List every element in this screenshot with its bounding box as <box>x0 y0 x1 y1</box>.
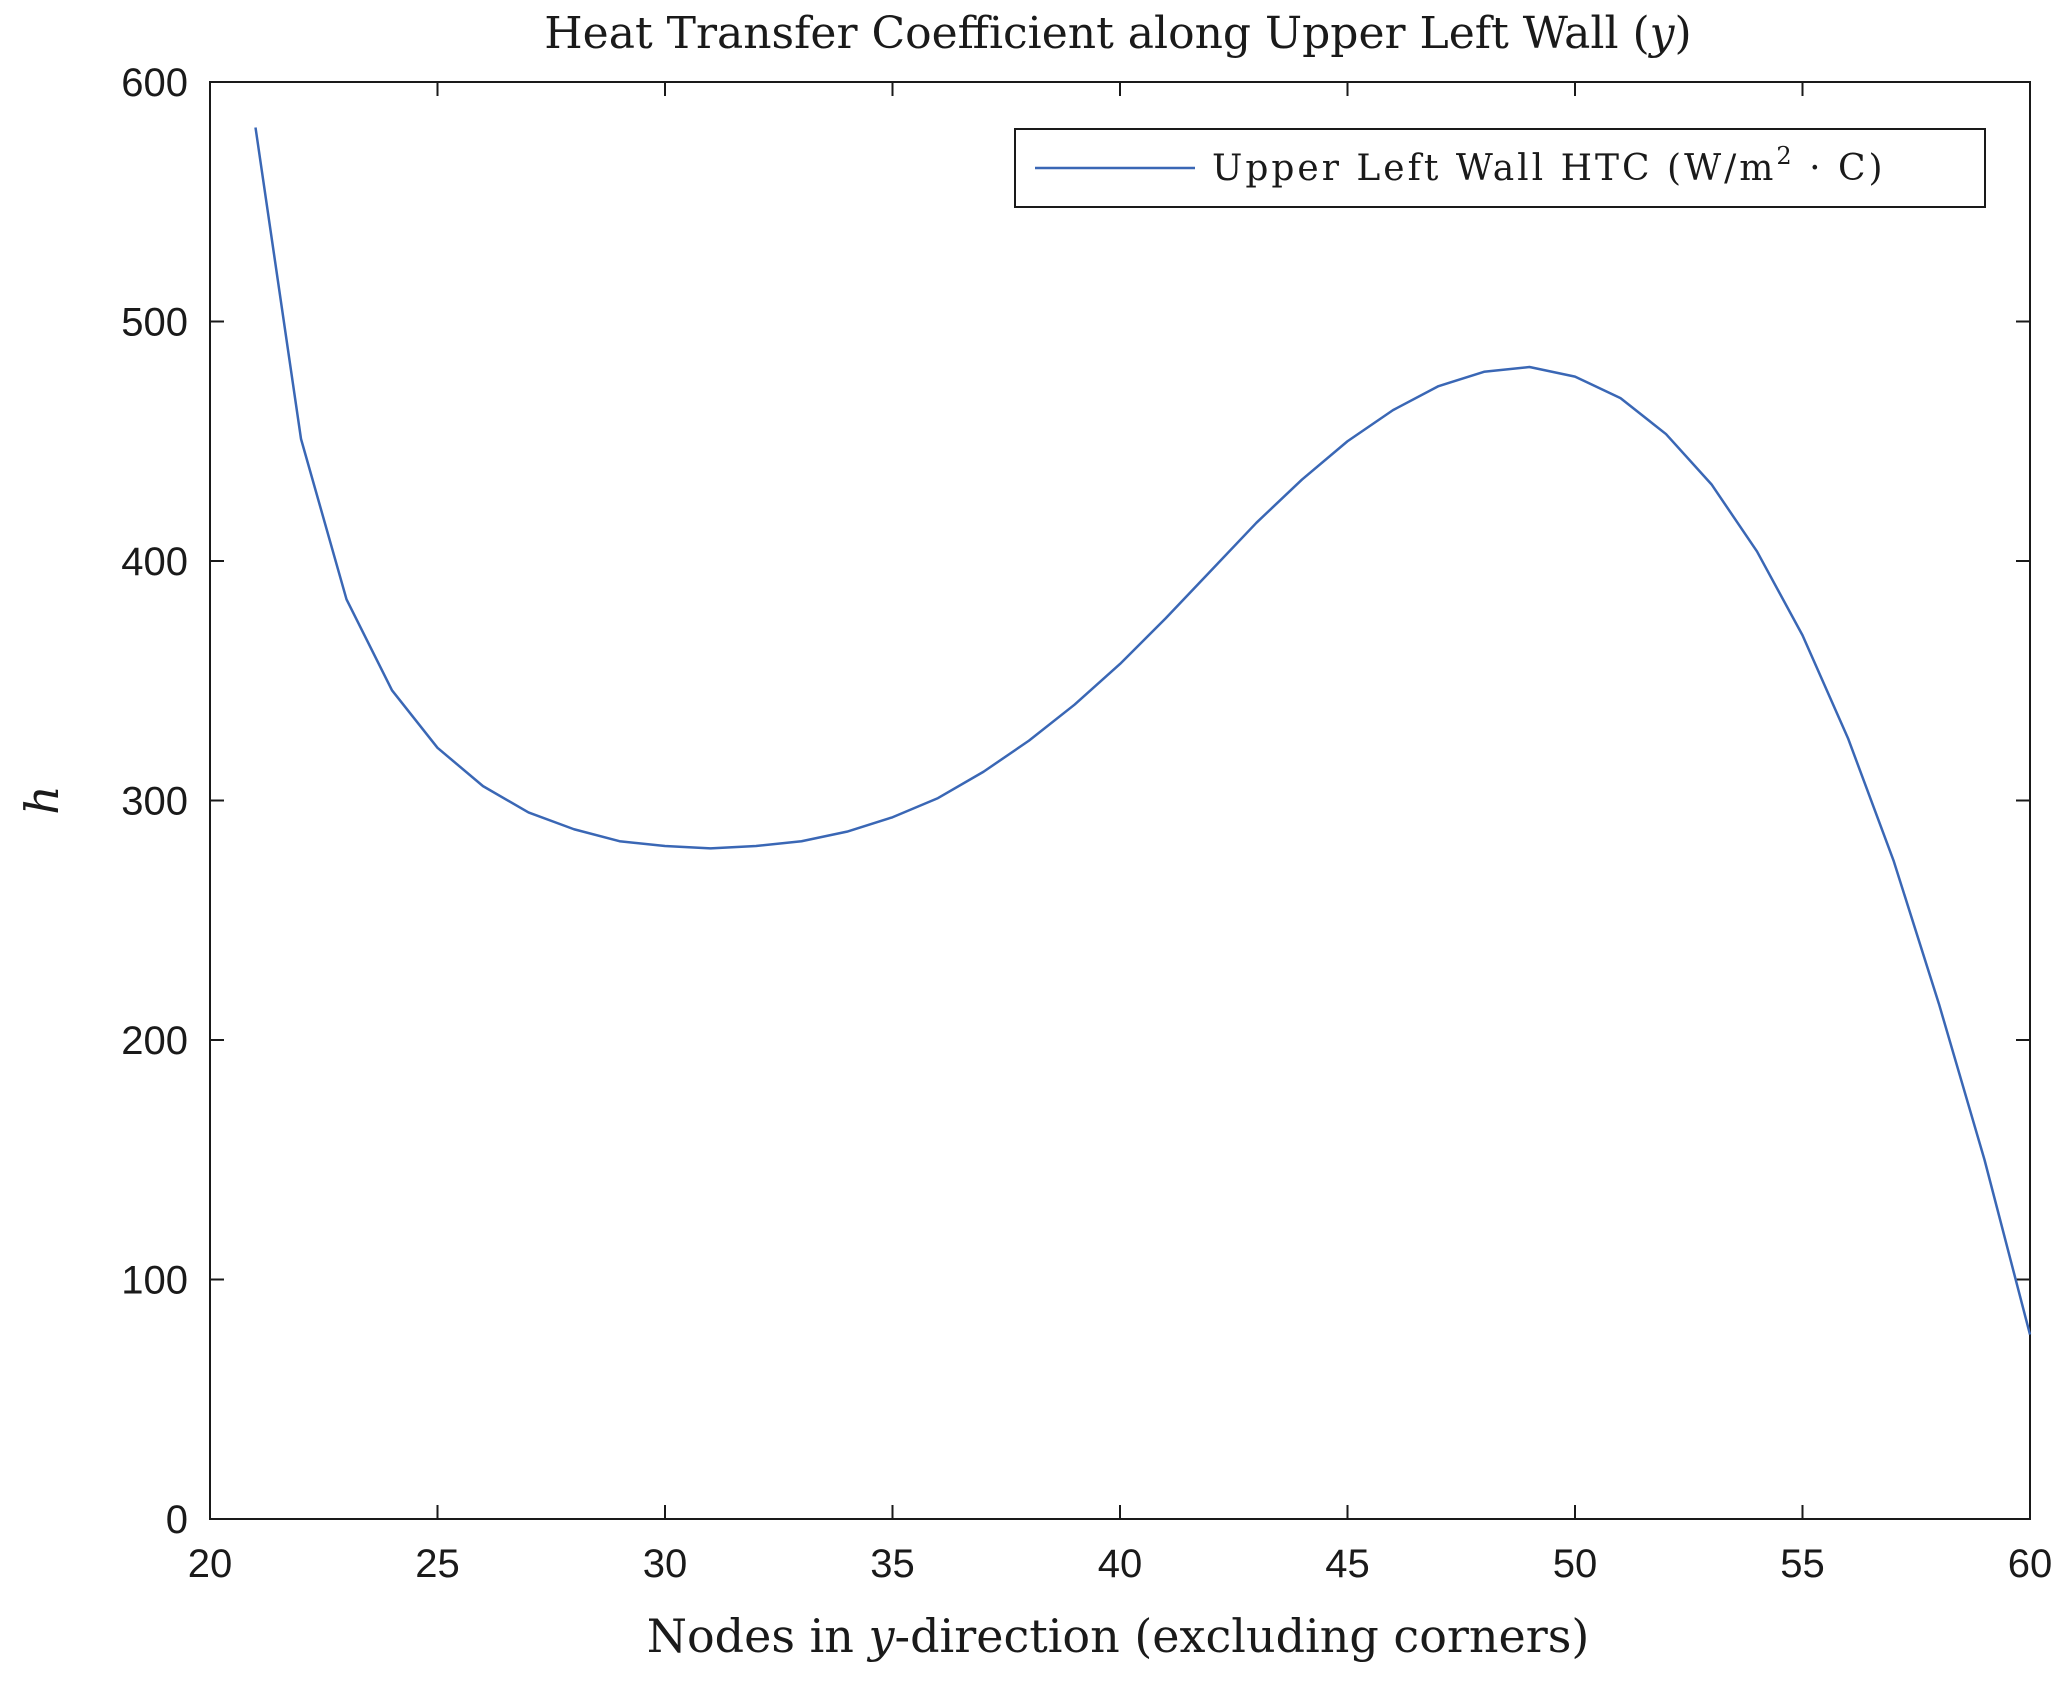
legend-label-sup: 2 <box>1776 142 1794 170</box>
x-tick-label: 40 <box>1098 1542 1143 1586</box>
x-tick-label: 25 <box>415 1542 460 1586</box>
legend-box <box>1014 128 1986 208</box>
x-tick-label: 30 <box>643 1542 688 1586</box>
title-var: y <box>1648 8 1676 59</box>
y-tick-label: 400 <box>121 540 188 584</box>
chart-title: Heat Transfer Coefficient along Upper Le… <box>544 8 1691 59</box>
title-end: ) <box>1675 8 1692 59</box>
x-tick-label: 60 <box>2008 1542 2053 1586</box>
axis-ticks <box>209 81 2031 1520</box>
y-tick-label: 600 <box>121 61 188 105</box>
x-axis-label-pre: Nodes in <box>647 1609 869 1663</box>
x-tick-label: 45 <box>1325 1542 1370 1586</box>
x-tick-label: 50 <box>1553 1542 1598 1586</box>
legend-label-pre: Upper Left Wall HTC (W/m <box>1212 148 1776 189</box>
y-tick-label: 100 <box>121 1259 188 1303</box>
y-tick-label: 500 <box>121 301 188 345</box>
legend-label-post: · C) <box>1795 148 1886 189</box>
x-tick-label: 20 <box>188 1542 233 1586</box>
x-axis-label: Nodes in y-direction (excluding corners) <box>647 1609 1590 1663</box>
y-tick-label: 200 <box>121 1019 188 1063</box>
y-axis-label: h <box>15 785 69 815</box>
x-axis-label-var: y <box>867 1609 896 1663</box>
series-line-upper-left-wall-htc <box>254 127 2032 1335</box>
legend-label: Upper Left Wall HTC (W/m2 · C) <box>1212 142 1886 189</box>
y-tick-label: 0 <box>166 1498 188 1542</box>
legend: Upper Left Wall HTC (W/m2 · C) <box>1014 128 1986 208</box>
x-axis-label-post: -direction (excluding corners) <box>895 1609 1590 1663</box>
y-tick-label: 300 <box>121 780 188 824</box>
title-main: Heat Transfer Coefficient along Upper Le… <box>544 8 1649 59</box>
x-tick-label: 55 <box>1780 1542 1825 1586</box>
x-tick-label: 35 <box>870 1542 915 1586</box>
